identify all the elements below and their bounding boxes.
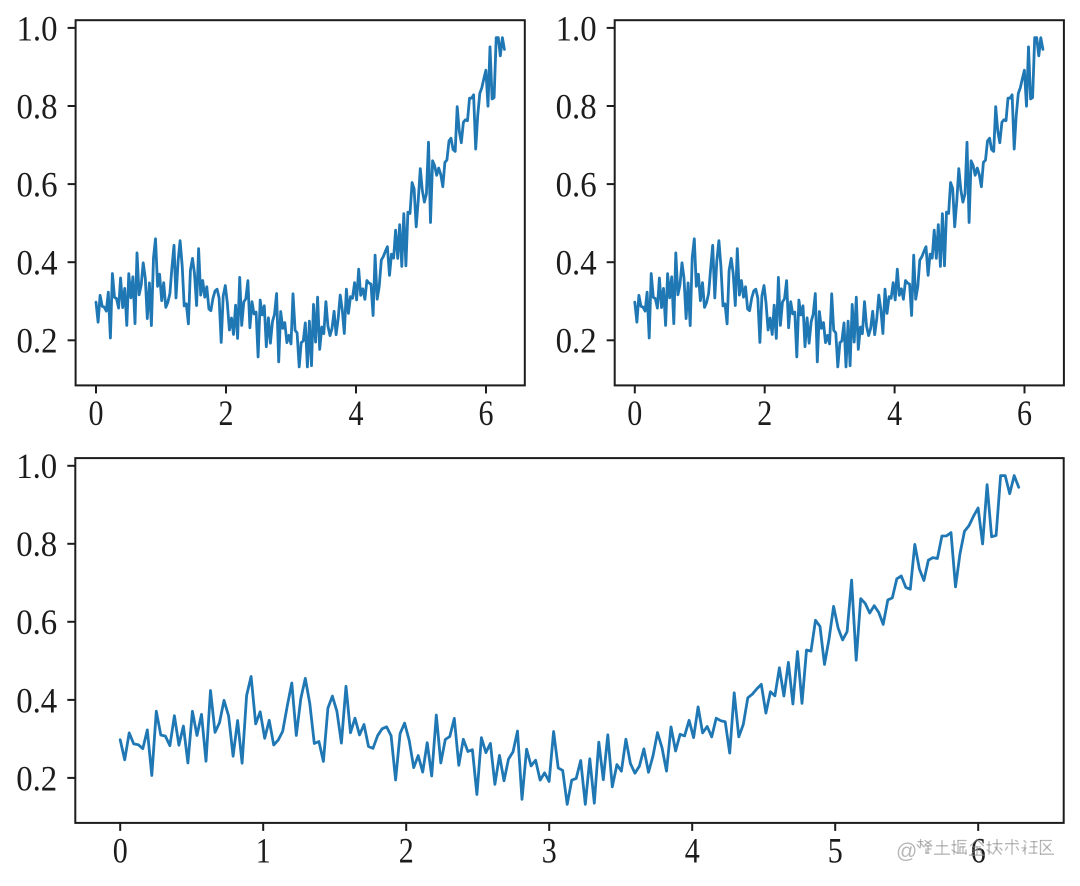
svg-text:1.0: 1.0 [17,8,58,48]
svg-text:2: 2 [399,830,414,870]
svg-text:0.6: 0.6 [556,165,597,205]
svg-text:5: 5 [828,830,843,870]
svg-text:4: 4 [349,393,364,433]
svg-text:1.0: 1.0 [556,8,597,48]
svg-text:6: 6 [1017,393,1032,433]
svg-text:6: 6 [479,393,494,433]
svg-text:0.4: 0.4 [17,243,58,283]
svg-text:0.6: 0.6 [16,602,57,642]
svg-text:4: 4 [685,830,700,870]
svg-text:0.8: 0.8 [556,86,597,126]
svg-text:0.2: 0.2 [556,321,597,361]
svg-text:@: @ [896,840,917,863]
svg-text:0.4: 0.4 [556,243,597,283]
svg-text:0: 0 [627,393,642,433]
svg-text:0.4: 0.4 [16,680,57,720]
svg-text:1.0: 1.0 [16,446,57,486]
svg-text:0.8: 0.8 [16,524,57,564]
svg-text:1: 1 [256,830,271,870]
svg-text:0: 0 [113,830,128,870]
svg-text:4: 4 [887,393,902,433]
svg-text:0.2: 0.2 [16,758,57,798]
svg-text:0.6: 0.6 [17,165,58,205]
svg-text:0: 0 [89,393,104,433]
svg-text:2: 2 [757,393,772,433]
svg-text:3: 3 [542,830,557,870]
svg-text:0.2: 0.2 [17,321,58,361]
svg-text:0.8: 0.8 [17,86,58,126]
svg-text:2: 2 [219,393,234,433]
